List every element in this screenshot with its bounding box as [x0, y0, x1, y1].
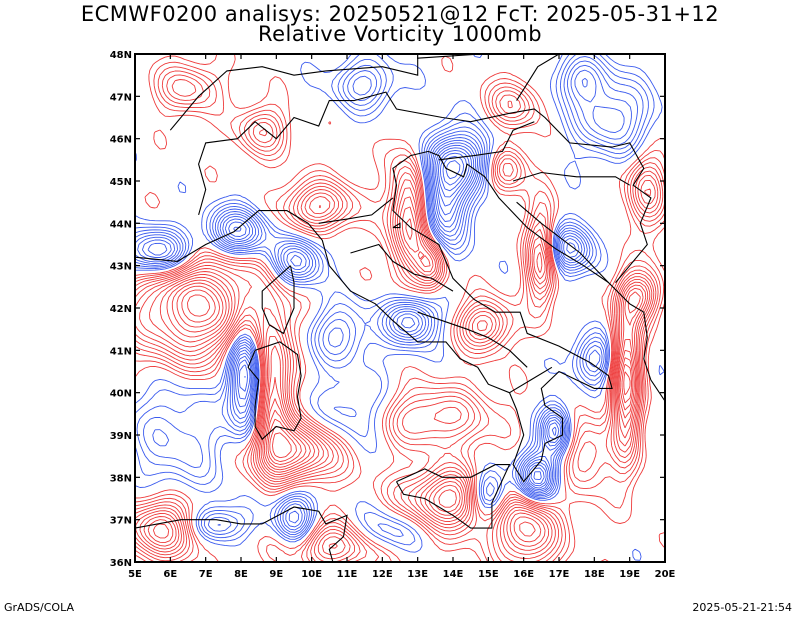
x-tick-label: 15E: [478, 569, 499, 580]
latitude-axis: 36N 37N 38N 39N 40N 41N 42N 43N 44N 45N 46N 47N 48N: [110, 50, 665, 569]
coastline-path: [392, 222, 401, 229]
negative-vorticity-contour: [228, 144, 576, 487]
coastline-path: [516, 54, 560, 101]
positive-vorticity-contour: [176, 285, 634, 465]
map-title: ECMWF0200 analisys: 20250521@12 FcT: 202…: [80, 2, 720, 26]
positive-vorticity-contour: [135, 79, 661, 562]
negative-vorticity-contour: [135, 54, 665, 561]
positive-vorticity-contour: [152, 218, 644, 539]
coastline-path: [135, 519, 263, 529]
vorticity-contours: [135, 54, 665, 562]
coastline-path: [417, 311, 528, 368]
coastline-path: [261, 506, 348, 562]
y-tick-label: 40N: [110, 389, 132, 400]
y-tick-label: 36N: [110, 558, 132, 569]
y-tick-label: 38N: [110, 473, 132, 484]
negative-vorticity-contour: [135, 64, 632, 531]
coastline-path: [169, 54, 482, 131]
y-tick-label: 37N: [110, 516, 132, 527]
y-tick-label: 43N: [110, 262, 132, 273]
y-tick-label: 48N: [110, 50, 132, 61]
positive-vorticity-contour: [143, 188, 652, 549]
y-tick-label: 42N: [110, 304, 132, 315]
positive-vorticity-contour: [187, 294, 631, 459]
y-tick-label: 46N: [110, 135, 132, 146]
y-tick-label: 44N: [110, 219, 132, 230]
negative-vorticity-contour: [135, 60, 638, 533]
negative-vorticity-contour: [135, 56, 644, 536]
positive-vorticity-contour: [135, 61, 665, 562]
x-tick-label: 7E: [199, 569, 213, 580]
negative-vorticity-contour: [233, 147, 557, 485]
negative-vorticity-contour: [445, 160, 461, 180]
x-tick-label: 10E: [301, 569, 322, 580]
positive-vorticity-contour: [171, 282, 641, 508]
render-timestamp: 2025-05-21-21:54: [692, 601, 792, 614]
x-tick-label: 11E: [337, 569, 358, 580]
x-tick-label: 17E: [549, 569, 570, 580]
y-tick-label: 39N: [110, 431, 132, 442]
coastline-path: [135, 150, 665, 483]
coastline-path: [350, 243, 454, 292]
coastline-path: [438, 121, 535, 161]
x-tick-label: 19E: [619, 569, 640, 580]
x-tick-label: 13E: [407, 569, 428, 580]
negative-vorticity-contour: [137, 69, 625, 528]
coastline-path: [442, 108, 652, 283]
longitude-axis: 5E 6E 7E 8E 9E 10E 11E 12E 13E 14E 15E 16E 17E 18E 19E…: [128, 54, 676, 580]
x-tick-label: 6E: [163, 569, 177, 580]
coastline-path: [396, 464, 511, 529]
negative-vorticity-contour: [135, 54, 649, 539]
coastlines: [135, 54, 665, 562]
coastline-path: [509, 366, 553, 394]
x-tick-label: 14E: [443, 569, 464, 580]
coastline-path: [198, 91, 443, 216]
x-tick-label: 8E: [234, 569, 248, 580]
positive-vorticity-contour: [135, 100, 659, 560]
x-tick-label: 20E: [655, 569, 676, 580]
coastline-path: [261, 265, 295, 335]
positive-vorticity-contour: [135, 66, 665, 562]
y-tick-label: 45N: [110, 177, 132, 188]
x-tick-label: 16E: [513, 569, 534, 580]
x-tick-label: 18E: [584, 569, 605, 580]
x-tick-label: 12E: [372, 569, 393, 580]
coastline-path: [516, 201, 609, 283]
coastline-path: [318, 197, 394, 224]
positive-vorticity-contour: [147, 204, 647, 544]
software-credit: GrADS/COLA: [4, 601, 74, 614]
y-tick-label: 41N: [110, 346, 132, 357]
y-tick-label: 47N: [110, 92, 132, 103]
map-subtitle: Relative Vorticity 1000mb: [257, 22, 543, 46]
positive-vorticity-contour: [139, 179, 656, 556]
coastline-path: [512, 171, 630, 186]
x-tick-label: 9E: [269, 569, 283, 580]
negative-vorticity-contour: [135, 54, 655, 546]
x-tick-label: 5E: [128, 569, 142, 580]
coastline-path: [247, 341, 302, 441]
